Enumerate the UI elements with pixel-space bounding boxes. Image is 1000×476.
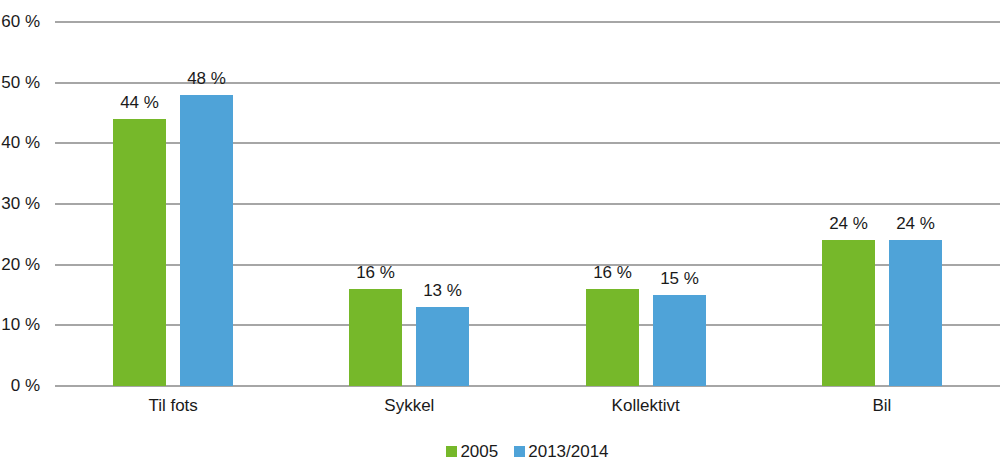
y-tick-label: 40 % <box>0 132 40 154</box>
legend-swatch-icon <box>446 446 457 457</box>
value-label: 15 % <box>635 269 725 289</box>
value-label: 13 % <box>398 281 488 301</box>
value-label: 16 % <box>331 263 421 283</box>
value-label: 48 % <box>162 69 252 89</box>
gridline <box>55 21 1000 23</box>
legend-label: 2013/2014 <box>528 442 608 462</box>
chart-legend: 2005 2013/2014 <box>55 442 1000 464</box>
y-tick-label: 20 % <box>0 254 40 276</box>
bar-2013-2014-til-fots <box>180 95 233 386</box>
bar-2005-kollektivt <box>586 289 639 386</box>
value-label: 24 % <box>871 214 961 234</box>
bar-2005-til-fots <box>113 119 166 386</box>
category-label-bil: Bil <box>782 396 982 416</box>
y-tick-label: 10 % <box>0 314 40 336</box>
y-tick-label: 0 % <box>0 375 40 397</box>
legend-item-2013-2014: 2013/2014 <box>514 442 608 462</box>
bar-2005-sykkel <box>349 289 402 386</box>
bar-2005-bil <box>822 240 875 386</box>
category-label-kollektivt: Kollektivt <box>546 396 746 416</box>
legend-label: 2005 <box>460 442 498 462</box>
bar-chart: 0 % 10 % 20 % 30 % 40 % 50 % 60 % 44 % 48 % 16 %… <box>0 0 1000 476</box>
y-tick-label: 50 % <box>0 72 40 94</box>
bar-2013-2014-bil <box>889 240 942 386</box>
legend-swatch-icon <box>514 446 525 457</box>
category-label-sykkel: Sykkel <box>309 396 509 416</box>
category-label-til-fots: Til fots <box>73 396 273 416</box>
bar-2013-2014-kollektivt <box>653 295 706 386</box>
value-label: 44 % <box>95 93 185 113</box>
bar-2013-2014-sykkel <box>416 307 469 386</box>
y-tick-label: 30 % <box>0 193 40 215</box>
legend-item-2005: 2005 <box>446 442 498 462</box>
y-tick-label: 60 % <box>0 11 40 33</box>
